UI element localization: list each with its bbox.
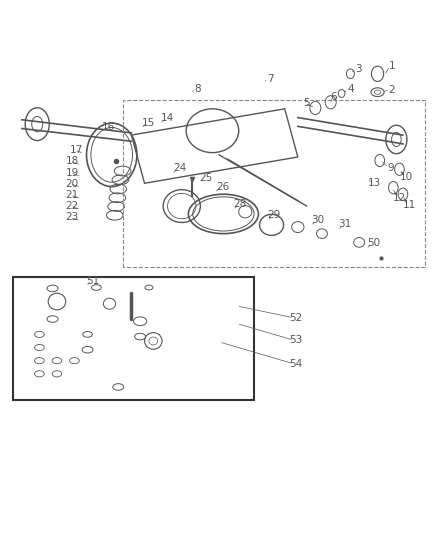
Text: 4: 4	[347, 84, 354, 94]
Bar	[13, 278, 254, 400]
Text: 8: 8	[194, 84, 201, 94]
Text: 21: 21	[66, 190, 79, 200]
Text: 9: 9	[387, 163, 394, 173]
Text: 54: 54	[289, 359, 302, 369]
Text: 18: 18	[66, 156, 79, 166]
Text: 26: 26	[216, 182, 229, 192]
Text: 2: 2	[389, 85, 396, 94]
Text: 25: 25	[199, 173, 212, 183]
Text: 53: 53	[289, 335, 302, 345]
Text: 13: 13	[368, 178, 381, 188]
Text: 15: 15	[142, 118, 155, 128]
Text: 10: 10	[400, 172, 413, 182]
Text: 31: 31	[339, 220, 352, 229]
Text: 22: 22	[66, 201, 79, 211]
Text: 11: 11	[403, 200, 416, 210]
Text: 5: 5	[303, 98, 310, 108]
Text: 29: 29	[268, 210, 281, 220]
Text: 24: 24	[173, 164, 186, 173]
Text: 6: 6	[330, 92, 337, 102]
Text: 50: 50	[367, 238, 381, 248]
Text: 30: 30	[311, 215, 325, 225]
Text: 16: 16	[102, 122, 115, 132]
Text: 28: 28	[233, 199, 247, 209]
Text: 3: 3	[355, 63, 362, 74]
Text: 19: 19	[66, 168, 79, 178]
Text: 52: 52	[289, 313, 302, 323]
Text: 14: 14	[161, 114, 174, 124]
Text: 12: 12	[393, 193, 406, 203]
Text: 1: 1	[389, 61, 396, 71]
Text: 51: 51	[87, 276, 100, 286]
Text: 7: 7	[267, 74, 274, 84]
Text: 23: 23	[66, 213, 79, 222]
Text: 17: 17	[70, 145, 83, 155]
Text: 20: 20	[66, 179, 79, 189]
